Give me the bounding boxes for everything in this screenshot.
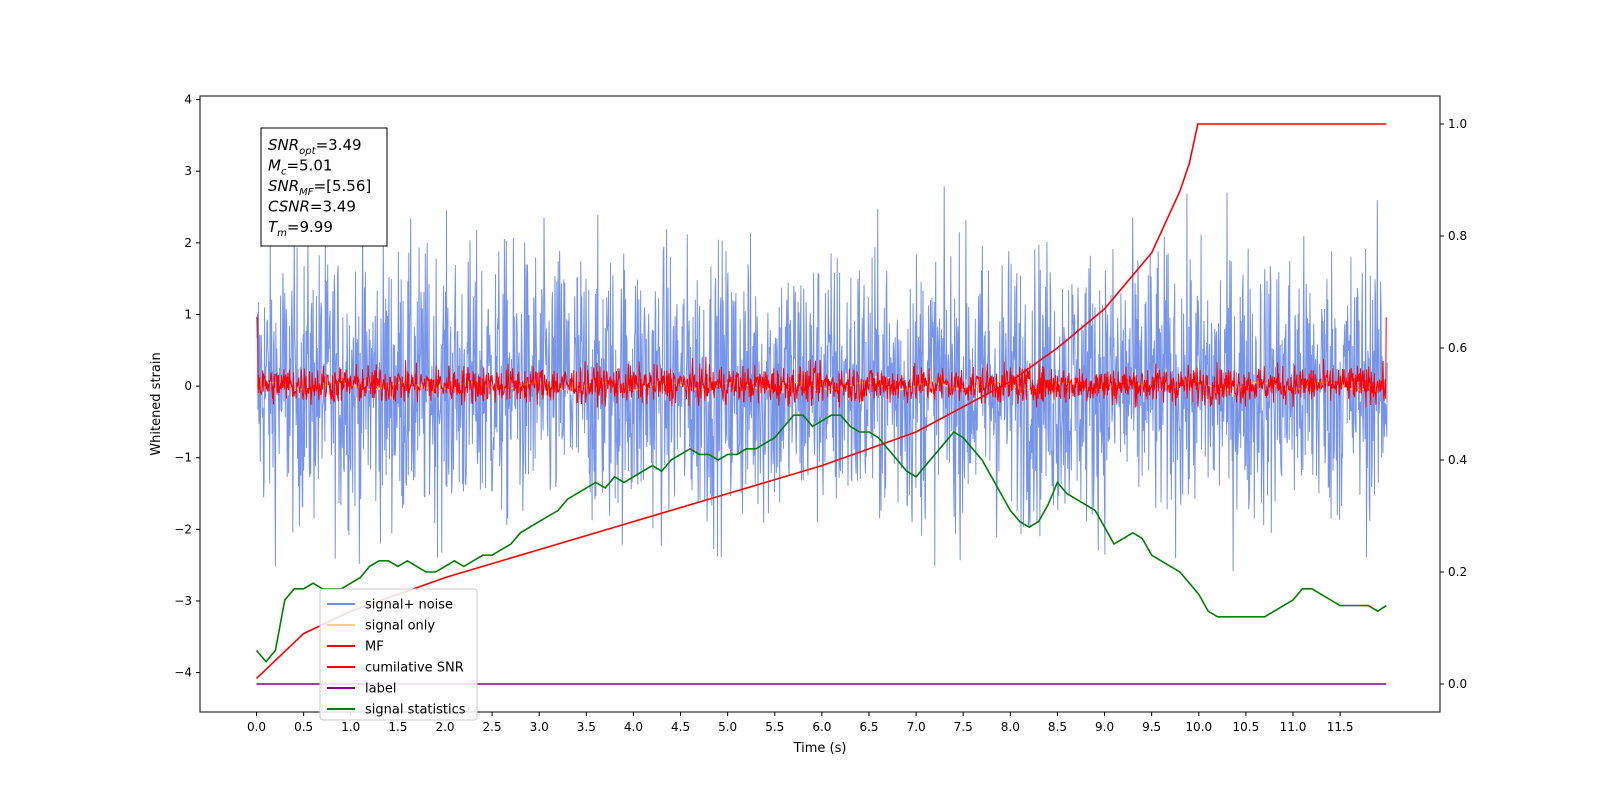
x-tick-label: 11.0 [1280,720,1307,734]
x-tick-label: 9.5 [1142,720,1161,734]
y-tick-label: 2 [184,236,192,250]
legend-label: signal only [365,619,435,634]
legend-label: MF [365,640,384,655]
annotation-frame [260,127,388,247]
y2-tick-label: 0.6 [1448,341,1467,355]
x-tick-label: 5.0 [718,720,737,734]
y2-tick-label: 1.0 [1448,117,1467,131]
annotation-line: SNRopt=3.49 [268,136,362,157]
x-tick-label: 9.0 [1095,720,1114,734]
annotation-line: CSNR=3.49 [268,198,356,216]
y2-tick-label: 0.8 [1448,229,1467,243]
annotation-line: Mc=5.01 [268,157,332,178]
x-tick-label: 11.5 [1327,720,1354,734]
y-tick-label: −4 [174,666,192,680]
x-tick-label: 4.5 [671,720,690,734]
x-tick-label: 10.5 [1233,720,1260,734]
x-tick-label: 3.0 [530,720,549,734]
x-tick-label: 6.0 [812,720,831,734]
y2-tick-label: 0.0 [1448,677,1467,691]
legend-label: label [365,682,396,697]
y-tick-label: −2 [174,522,192,536]
x-tick-label: 4.0 [624,720,643,734]
legend-frame [319,588,478,721]
series-signal-statistics [255,414,1387,663]
annotation-line: Tm=9.99 [268,218,333,239]
legend[interactable]: signal+ noise signal only MF cumilative SNR… [319,588,478,721]
x-axis-label: Time (s) [793,741,847,756]
x-tick-label: 8.5 [1048,720,1067,734]
series-layer [255,123,1388,685]
y-axis-label: Whitened strain [149,352,164,455]
y2-tick-label: 0.4 [1448,453,1467,467]
x-tick-label: 6.5 [859,720,878,734]
x-tick-label: 5.5 [765,720,784,734]
x-tick-label: 7.0 [907,720,926,734]
x-tick-label: 1.0 [341,720,360,734]
y2-tick-label: 0.2 [1448,565,1467,579]
x-tick-label: 8.0 [1001,720,1020,734]
x-tick-label: 7.5 [954,720,973,734]
annotation-line: SNRMF=[5.56] [268,177,371,198]
x-tick-label: 1.5 [388,720,407,734]
y-tick-label: 3 [184,164,192,178]
x-axis: 0.0 0.5 1.0 1.5 2.0 2.5 3.0 3.5 4.0 4.5 5.0 5.5 6.0 6… [247,712,1353,734]
y-tick-label: −3 [174,594,192,608]
legend-label: signal statistics [365,703,466,718]
x-tick-label: 10.0 [1185,720,1212,734]
series-cumulative-snr [255,123,1387,679]
x-tick-label: 0.0 [247,720,266,734]
y-axis-left: −4 −3 −2 −1 0 1 2 3 4 [174,93,200,680]
x-tick-label: 2.0 [435,720,454,734]
x-tick-label: 3.5 [577,720,596,734]
y-axis-right: 0.0 0.2 0.4 0.6 0.8 1.0 [1440,117,1467,691]
plot-frame [199,95,1441,713]
y-tick-label: −1 [174,451,192,465]
y-tick-label: 0 [184,379,192,393]
x-tick-label: 0.5 [294,720,313,734]
y-tick-label: 4 [184,93,192,107]
legend-label: cumilative SNR [365,661,464,676]
x-tick-label: 2.5 [483,720,502,734]
y-tick-label: 1 [184,307,192,321]
legend-label: signal+ noise [365,598,453,613]
series-mf [256,317,1388,408]
